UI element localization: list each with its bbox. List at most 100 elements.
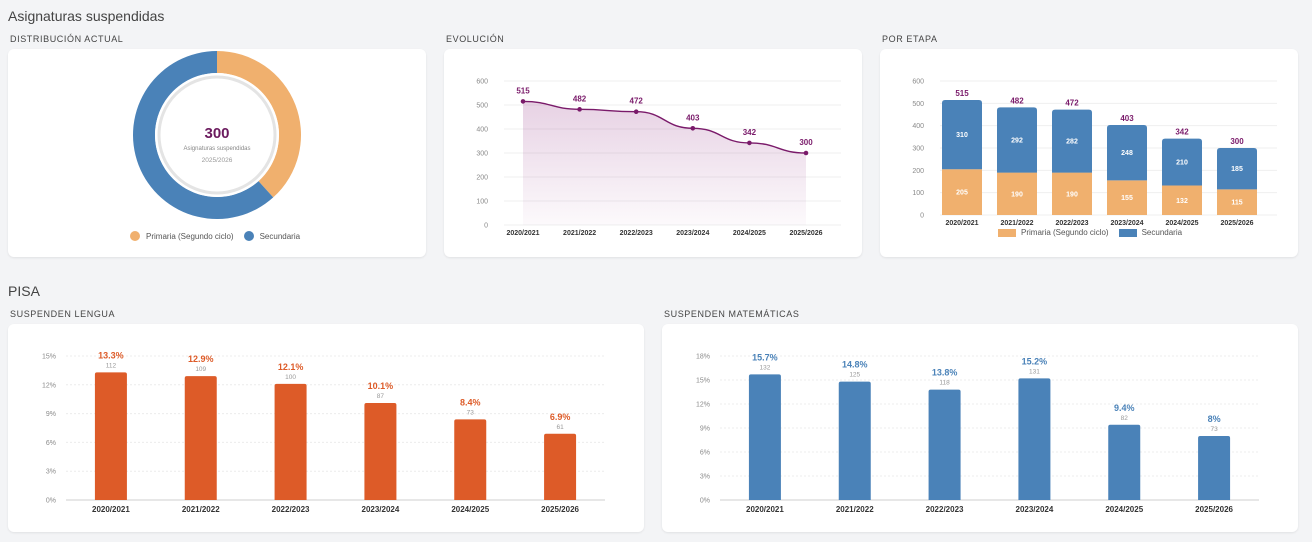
lengua-pct-label: 13.3% [98,350,124,360]
lengua-count-label: 61 [556,424,564,431]
lengua-card: 0% 3% 6% 9% 12% 15% 13.3% 112 2020/2021 12.9% 109 2… [8,324,644,532]
matematicas-bar[interactable] [1198,436,1231,500]
lengua-y-tick: 3% [46,469,56,476]
lengua-y-tick: 0% [46,498,56,505]
stack-bar-secundaria[interactable] [1052,109,1092,173]
matematicas-bar[interactable] [748,374,781,500]
matematicas-x-tick: 2023/2024 [1016,505,1054,514]
donut-legend: Primaria (Segundo ciclo) Secundaria [130,231,310,241]
stack-segment-label: 132 [1176,198,1188,205]
stack-y-tick: 300 [912,146,924,153]
matematicas-x-tick: 2024/2025 [1105,505,1143,514]
stack-bar-primaria[interactable] [1052,172,1092,215]
stack-bar-primaria[interactable] [942,169,982,215]
evolution-x-tick: 2022/2023 [620,230,653,237]
donut-inner-ring [155,73,279,197]
stack-y-tick: 600 [912,79,924,86]
matematicas-bar[interactable] [928,389,961,500]
by-stage-card: 0 100 200 300 400 500 600 205 310 515 2020/2021 190… [880,49,1298,257]
evolution-data-label: 300 [799,138,813,147]
donut-center-value: 300 [204,125,229,142]
stack-y-tick: 400 [912,123,924,130]
evolution-data-label: 515 [516,86,530,95]
stack-legend-item-primaria[interactable]: Primaria (Segundo ciclo) [998,228,1109,237]
evolution-point[interactable] [747,140,752,146]
stack-bar-secundaria[interactable] [1217,148,1257,190]
matematicas-bar-chart: 0% 3% 6% 9% 12% 15% 18% 15.7% 132 2020/2021 14.8% 1… [696,352,1259,514]
legend-label-primaria: Primaria (Segundo ciclo) [146,231,234,241]
matematicas-x-tick: 2025/2026 [1195,505,1233,514]
lengua-bar[interactable] [364,403,397,500]
stack-legend-item-secundaria[interactable]: Secundaria [1118,228,1182,237]
stack-y-tick: 500 [912,101,924,108]
matematicas-pct-label: 13.8% [932,368,958,378]
stack-bar-primaria[interactable] [1107,180,1147,215]
evolution-point[interactable] [633,109,639,115]
stack-total-label: 403 [1120,114,1134,123]
stack-y-tick: 200 [912,168,924,175]
matematicas-x-tick: 2020/2021 [746,505,784,514]
stack-bar-primaria[interactable] [997,172,1037,215]
stack-bar-primaria[interactable] [1217,189,1257,215]
evolution-point[interactable] [520,99,526,104]
matematicas-y-tick: 15% [696,378,710,385]
evolution-x-tick: 2024/2025 [733,230,766,237]
donut-slice-secundaria[interactable] [132,51,274,219]
stack-x-tick: 2025/2026 [1220,220,1253,227]
lengua-bar[interactable] [274,383,307,500]
stack-legend-swatch-primaria [998,228,1016,237]
stack-x-tick: 2021/2022 [1000,220,1033,227]
stack-bar-secundaria[interactable] [997,107,1037,173]
stack-segment-label: 205 [956,190,968,197]
lengua-bar[interactable] [544,433,577,500]
stack-bar-secundaria[interactable] [1162,138,1202,186]
stack-segment-label: 210 [1176,160,1188,167]
lengua-pct-label: 8.4% [460,397,481,407]
evolution-x-tick: 2020/2021 [506,230,539,237]
lengua-x-tick: 2022/2023 [272,505,310,514]
matematicas-pct-label: 14.8% [842,360,868,370]
stack-bar-primaria[interactable] [1162,185,1202,215]
lengua-count-label: 109 [195,366,206,373]
evolution-card: 0 100 200 300 400 500 600 515 2020/2021 482 2021/2… [444,49,862,257]
matematicas-pct-label: 15.7% [752,352,778,362]
evolution-point[interactable] [577,107,582,112]
matematicas-bar[interactable] [1018,378,1051,500]
lengua-bar-chart: 0% 3% 6% 9% 12% 15% 13.3% 112 2020/2021 12.9% 109 2… [42,350,605,514]
legend-item-secundaria[interactable]: Secundaria [243,231,300,241]
matematicas-bar[interactable] [838,381,871,500]
lengua-x-tick: 2024/2025 [451,505,489,514]
evolution-point[interactable] [690,125,696,131]
matematicas-count-label: 82 [1121,415,1129,422]
matematicas-bar[interactable] [1108,424,1141,500]
evolution-point[interactable] [803,150,809,156]
lengua-bar[interactable] [184,376,217,500]
lengua-bar[interactable] [94,372,127,500]
stack-segment-label: 115 [1231,200,1242,207]
evolution-data-label: 342 [743,128,757,137]
legend-item-primaria[interactable]: Primaria (Segundo ciclo) [130,231,234,241]
stack-total-label: 482 [1010,96,1024,105]
lengua-y-tick: 15% [42,354,56,361]
donut-slice-primaria[interactable] [217,51,301,198]
matematicas-y-tick: 9% [700,426,710,433]
stack-x-tick: 2024/2025 [1165,220,1198,227]
lengua-pct-label: 12.1% [278,362,304,372]
donut-inner-border [157,75,277,195]
evolution-x-tick: 2021/2022 [563,230,596,237]
legend-swatch-secundaria [243,231,254,241]
stack-total-label: 472 [1065,99,1079,108]
matematicas-pct-label: 9.4% [1114,403,1135,413]
stack-bar-secundaria[interactable] [1107,124,1147,181]
lengua-x-tick: 2020/2021 [92,505,130,514]
stack-y-tick: 0 [920,213,924,220]
stack-x-tick: 2020/2021 [945,220,978,227]
evolution-y-tick: 500 [476,103,488,110]
matematicas-y-tick: 18% [696,354,710,361]
evolution-area-chart: 0 100 200 300 400 500 600 515 2020/2021 482 2021/2… [476,79,841,237]
stack-total-label: 300 [1230,137,1244,146]
lengua-bar[interactable] [454,419,487,500]
stack-bar-secundaria[interactable] [942,99,982,170]
stack-segment-label: 155 [1121,195,1133,202]
evolution-y-tick: 600 [476,79,488,86]
